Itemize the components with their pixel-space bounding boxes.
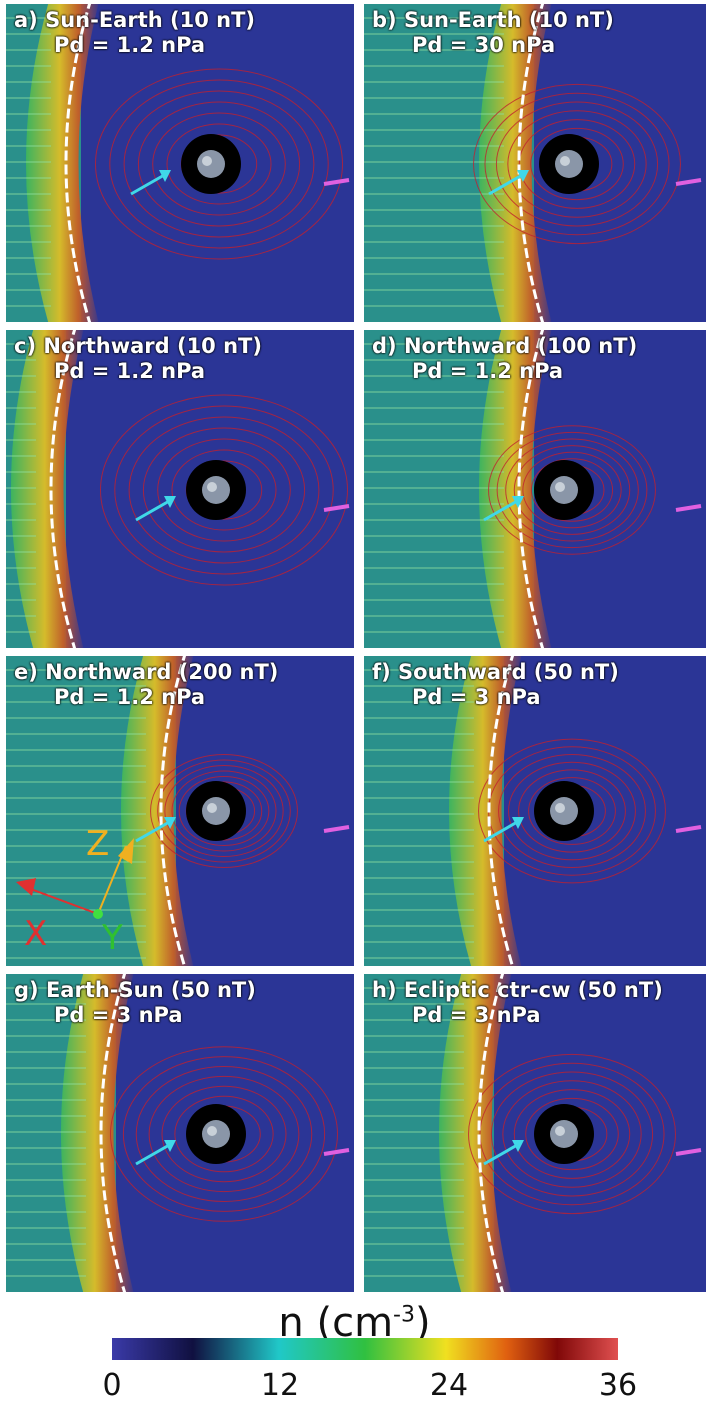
panel-label: b) Sun-Earth (10 nT) Pd = 30 nPa <box>372 8 614 57</box>
colorbar-tick: 36 <box>598 1368 638 1403</box>
panel-g: g) Earth-Sun (50 nT) Pd = 3 nPa <box>6 974 354 1292</box>
panel-label: a) Sun-Earth (10 nT) Pd = 1.2 nPa <box>14 8 255 57</box>
simulation-image <box>6 974 350 1292</box>
colorbar-tick: 0 <box>102 1368 122 1403</box>
simulation-image <box>6 4 350 322</box>
panel-h: h) Ecliptic ctr-cw (50 nT) Pd = 3 nPa <box>364 974 706 1292</box>
panel-label: h) Ecliptic ctr-cw (50 nT) Pd = 3 nPa <box>372 978 663 1027</box>
simulation-image <box>364 330 702 648</box>
panel-e: e) Northward (200 nT) Pd = 1.2 nPa Z X Y <box>6 656 354 966</box>
colorbar-tick: 12 <box>260 1368 300 1403</box>
z-axis-label: Z <box>86 824 110 864</box>
panel-label: f) Southward (50 nT) Pd = 3 nPa <box>372 660 619 709</box>
panel-c: c) Northward (10 nT) Pd = 1.2 nPa <box>6 330 354 648</box>
panel-label: c) Northward (10 nT) Pd = 1.2 nPa <box>14 334 262 383</box>
simulation-image <box>364 974 702 1292</box>
simulation-image <box>364 656 702 966</box>
x-axis-label: X <box>24 914 48 954</box>
simulation-image <box>6 330 350 648</box>
panel-f: f) Southward (50 nT) Pd = 3 nPa <box>364 656 706 966</box>
panel-b: b) Sun-Earth (10 nT) Pd = 30 nPa <box>364 4 706 322</box>
simulation-image <box>364 4 702 322</box>
simulation-image <box>6 656 350 966</box>
panel-label: e) Northward (200 nT) Pd = 1.2 nPa <box>14 660 279 709</box>
colorbar-tick: 24 <box>429 1368 469 1403</box>
panel-a: a) Sun-Earth (10 nT) Pd = 1.2 nPa <box>6 4 354 322</box>
panel-label: g) Earth-Sun (50 nT) Pd = 3 nPa <box>14 978 256 1027</box>
panel-d: d) Northward (100 nT) Pd = 1.2 nPa <box>364 330 706 648</box>
axis-triad: Z X Y <box>6 656 354 966</box>
colorbar <box>112 1338 618 1360</box>
y-axis-label: Y <box>102 918 123 958</box>
panel-label: d) Northward (100 nT) Pd = 1.2 nPa <box>372 334 638 383</box>
